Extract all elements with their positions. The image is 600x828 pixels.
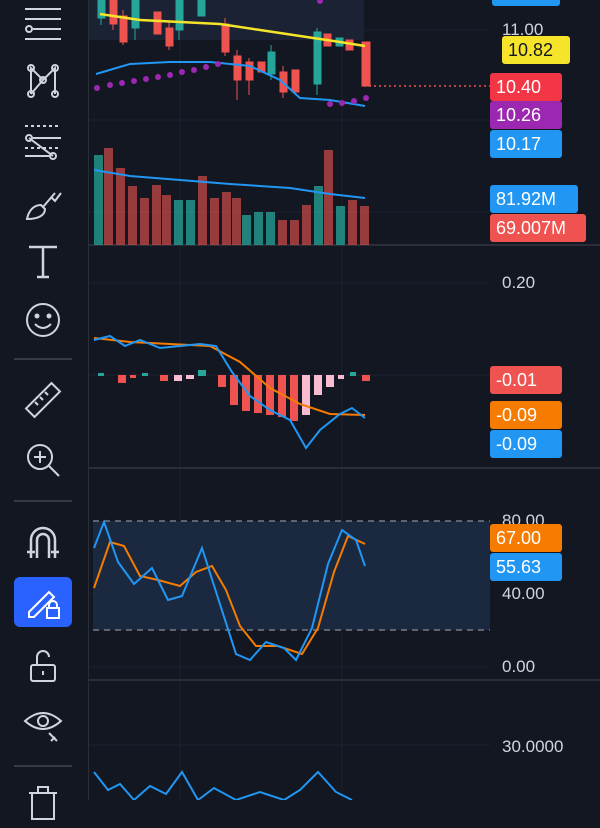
zoom-in-icon[interactable] [14,435,72,485]
macd-tick: 0.20 [502,273,536,292]
stoch-tick-0: 0.00 [502,657,536,676]
stoch-blue-line [93,519,366,662]
macd-label-signal: -0.09 [490,401,562,429]
macd-histogram [98,370,370,421]
lines-icon[interactable] [14,0,72,50]
macd-orange-line [93,337,366,416]
toolbar-divider [14,358,72,360]
sar-dots [94,0,369,107]
eye-icon[interactable] [14,698,72,748]
price-tick-top: 11.00 [502,20,544,39]
toolbar-divider [14,500,72,502]
lock-draw-icon[interactable] [14,577,72,627]
stoch-orange-line [93,534,366,656]
trash-icon[interactable] [14,778,72,828]
fib-icon[interactable] [14,115,72,165]
stoch-label-k: 55.63 [490,553,562,581]
toolbar-divider [14,765,72,767]
price-label-sar: 10.26 [490,101,562,129]
volume-bars [94,148,369,245]
volume-ma-line [93,169,366,199]
volume-label-last: 69.007M [490,214,586,242]
text-icon[interactable] [14,236,72,286]
ma-yellow-line [99,12,366,48]
volume-label-ma: 81.92M [490,185,578,213]
ruler-icon[interactable] [14,375,72,425]
stoch-band [93,521,490,630]
magnet-icon[interactable] [14,517,72,567]
price-top-badge [492,0,560,6]
last-pane-line [93,770,353,800]
macd-label-macd: -0.09 [490,430,562,458]
price-label-ma-yellow: 10.82 [502,36,570,64]
brush-icon[interactable] [14,178,72,228]
macd-label-histogram: -0.01 [490,366,562,394]
ma-blue-line [95,61,366,107]
macd-blue-line [93,334,366,450]
chart-canvas[interactable] [0,0,600,800]
unlock-icon[interactable] [14,640,72,690]
price-label-last: 10.40 [490,73,562,101]
drawing-toolbar [0,0,89,820]
pattern-icon[interactable] [14,55,72,105]
price-label-ma-blue: 10.17 [490,130,562,158]
stoch-tick-40: 40.00 [502,584,545,603]
last-pane-tick: 30.0000 [502,737,564,756]
emoji-icon[interactable] [14,295,72,345]
stoch-label-d: 67.00 [490,524,562,552]
